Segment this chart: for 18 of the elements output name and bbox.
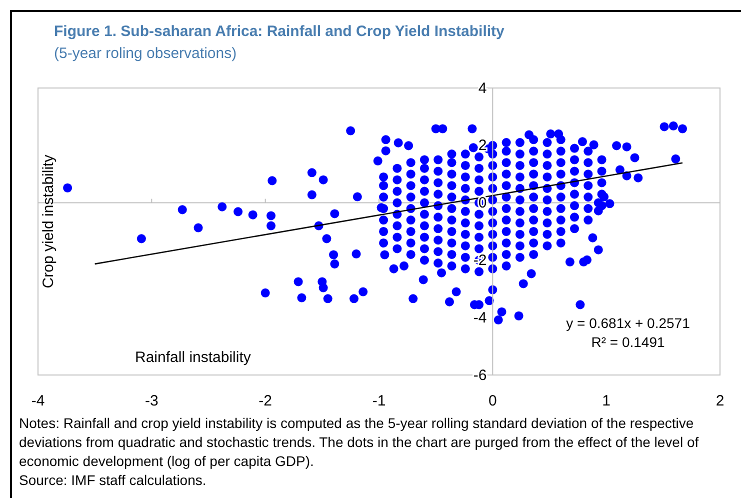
y-tick-label: -4 [473, 309, 487, 326]
chart-title: Figure 1. Sub-saharan Africa: Rainfall and Crop Yield Instability [54, 23, 506, 40]
y-tick-label: 2 [478, 137, 487, 154]
y-tick-label: 4 [478, 80, 487, 97]
annotation: y = 0.681x + 0.2571 [566, 315, 690, 331]
y-tick-label: -6 [473, 366, 487, 384]
x-tick-label: -3 [144, 392, 158, 410]
chart-subtitle: (5-year roling observations) [54, 45, 237, 62]
x-axis-title: Rainfall instability [135, 349, 252, 366]
text: Notes: Rainfall and crop yield instability is computed as the 5-year rolling standard deviation of the respective deviations from quadratic and stochastic trends. The dots in the chart are purged from the effect of the level of economic development (log of per capita GDP). [19, 415, 699, 469]
x-tick-label: 2 [716, 392, 724, 410]
y-axis-title: Crop yield instability [40, 154, 57, 288]
x-tick-label: 1 [602, 392, 611, 410]
annotation: R² = 0.1491 [591, 334, 665, 350]
x-tick-label: -1 [372, 392, 386, 410]
source-note: Source: IMF staff calculations. [19, 472, 206, 488]
x-tick-label: -2 [258, 392, 272, 410]
x-tick-label: -4 [31, 392, 45, 410]
